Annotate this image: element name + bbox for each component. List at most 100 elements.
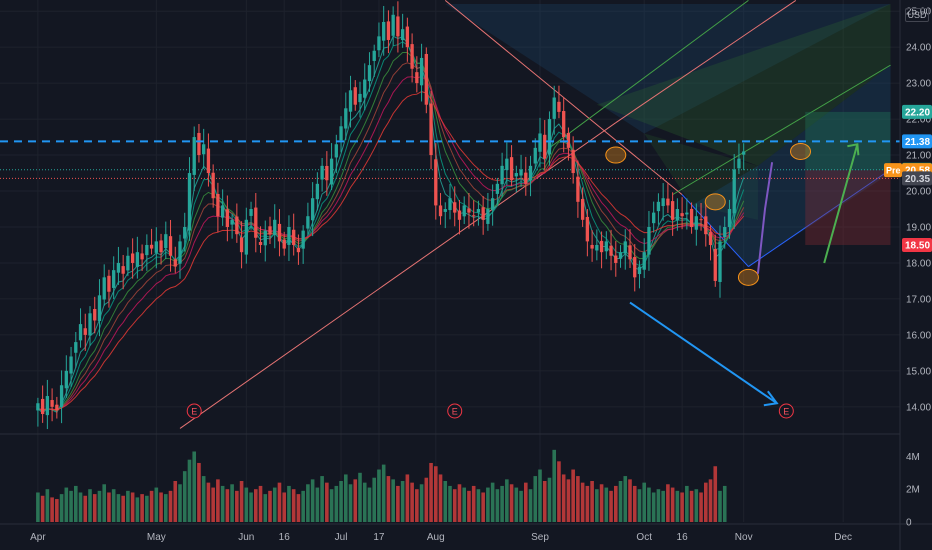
volume-bar <box>135 497 140 522</box>
candle <box>377 36 381 51</box>
volume-bar <box>182 471 187 522</box>
volume-bar <box>121 495 125 522</box>
candle <box>599 240 604 253</box>
volume-bar <box>111 489 116 522</box>
volume-bar <box>632 485 637 522</box>
volume-bar <box>618 481 623 522</box>
volume-bar <box>73 485 78 522</box>
highlight-ellipse <box>737 268 759 286</box>
volume-bar <box>467 490 471 522</box>
channel-left <box>681 194 749 267</box>
candle <box>490 198 495 210</box>
candle <box>434 159 438 206</box>
price-tag-box <box>902 171 932 186</box>
candle <box>637 266 642 275</box>
candle <box>211 172 215 199</box>
volume-bar <box>680 492 684 522</box>
volume-bar <box>230 484 234 522</box>
volume-bar <box>481 492 485 522</box>
volume-bar <box>457 484 462 522</box>
price-axis[interactable]: 25.00 24.00 23.00 22.00 21.00 20.00 19.00 18.00… <box>906 7 931 414</box>
earnings-marker-circle <box>447 403 463 419</box>
volume-tick-label: 2M <box>906 485 920 496</box>
candle <box>642 252 646 270</box>
volume-bar <box>590 481 594 522</box>
volume-bar <box>637 489 642 522</box>
candle <box>424 53 428 105</box>
candle <box>254 207 258 238</box>
volume-bar <box>452 489 457 522</box>
candle <box>391 14 395 36</box>
volume-bar <box>661 490 665 522</box>
moving-average-line <box>37 62 745 411</box>
volume-bar <box>126 490 130 522</box>
candle <box>609 245 613 256</box>
candle <box>206 148 211 174</box>
candle <box>737 158 741 169</box>
moving-average-line <box>37 35 745 414</box>
volume-bar <box>253 489 258 522</box>
time-tick-label: 17 <box>373 532 385 543</box>
volume-bar <box>699 492 703 522</box>
annotations[interactable] <box>0 140 900 407</box>
price-tick-label: 23.00 <box>906 79 931 90</box>
candle <box>543 134 547 159</box>
volume-bar <box>296 494 301 522</box>
volume-bar <box>675 490 680 522</box>
candle <box>55 404 59 411</box>
currency-label[interactable]: USD <box>905 8 929 22</box>
candle <box>528 165 533 181</box>
candle <box>78 324 83 341</box>
volume-bar <box>651 492 656 522</box>
candle <box>680 213 684 217</box>
volume-bar <box>443 481 448 522</box>
candle <box>467 208 471 213</box>
volume-bar <box>192 451 197 522</box>
candle <box>552 97 556 119</box>
candle <box>235 216 239 235</box>
candle <box>64 370 68 389</box>
volume-bar <box>585 485 590 522</box>
candle <box>107 275 111 292</box>
volume-bar <box>628 479 632 522</box>
price-tick-label: 20.00 <box>906 187 931 198</box>
earnings-marker: E <box>186 403 202 419</box>
candle <box>699 219 703 221</box>
candle <box>225 209 230 227</box>
price-tag-label: Pre <box>886 166 901 176</box>
volume-bar <box>462 487 467 522</box>
time-axis[interactable]: Apr May Jun 16 Jul 17 Aug Sep Oct 16 Nov Dec <box>30 532 852 543</box>
volume-bar <box>703 482 708 522</box>
volume-bar <box>642 482 647 522</box>
volume-tick-label: 4M <box>906 452 920 463</box>
price-tag-value: 20.35 <box>905 174 930 185</box>
volume-bar <box>519 490 523 522</box>
candle <box>249 209 253 216</box>
volume-bar <box>358 472 362 522</box>
candle <box>187 173 192 231</box>
candle <box>149 244 154 249</box>
volume-tick-label: 0 <box>906 518 912 529</box>
volume-bar <box>580 482 585 522</box>
earnings-marker: E <box>447 403 463 419</box>
candle <box>178 241 182 264</box>
volume-bar <box>367 487 372 522</box>
candle <box>689 208 694 227</box>
time-tick-label: 16 <box>677 532 689 543</box>
volume-bar <box>173 481 178 522</box>
candle <box>547 119 552 155</box>
candle <box>419 57 424 86</box>
candle <box>400 29 405 41</box>
volume-bar <box>107 492 111 522</box>
volume-bar <box>561 474 566 522</box>
volume-bars <box>36 449 727 522</box>
price-tag: 20.35 <box>902 171 932 186</box>
volume-bar <box>604 487 609 522</box>
volume-bar <box>400 481 405 522</box>
candle <box>88 313 92 336</box>
volume-bar <box>486 487 490 522</box>
time-tick-label: Oct <box>636 532 652 543</box>
volume-bar <box>40 495 45 522</box>
